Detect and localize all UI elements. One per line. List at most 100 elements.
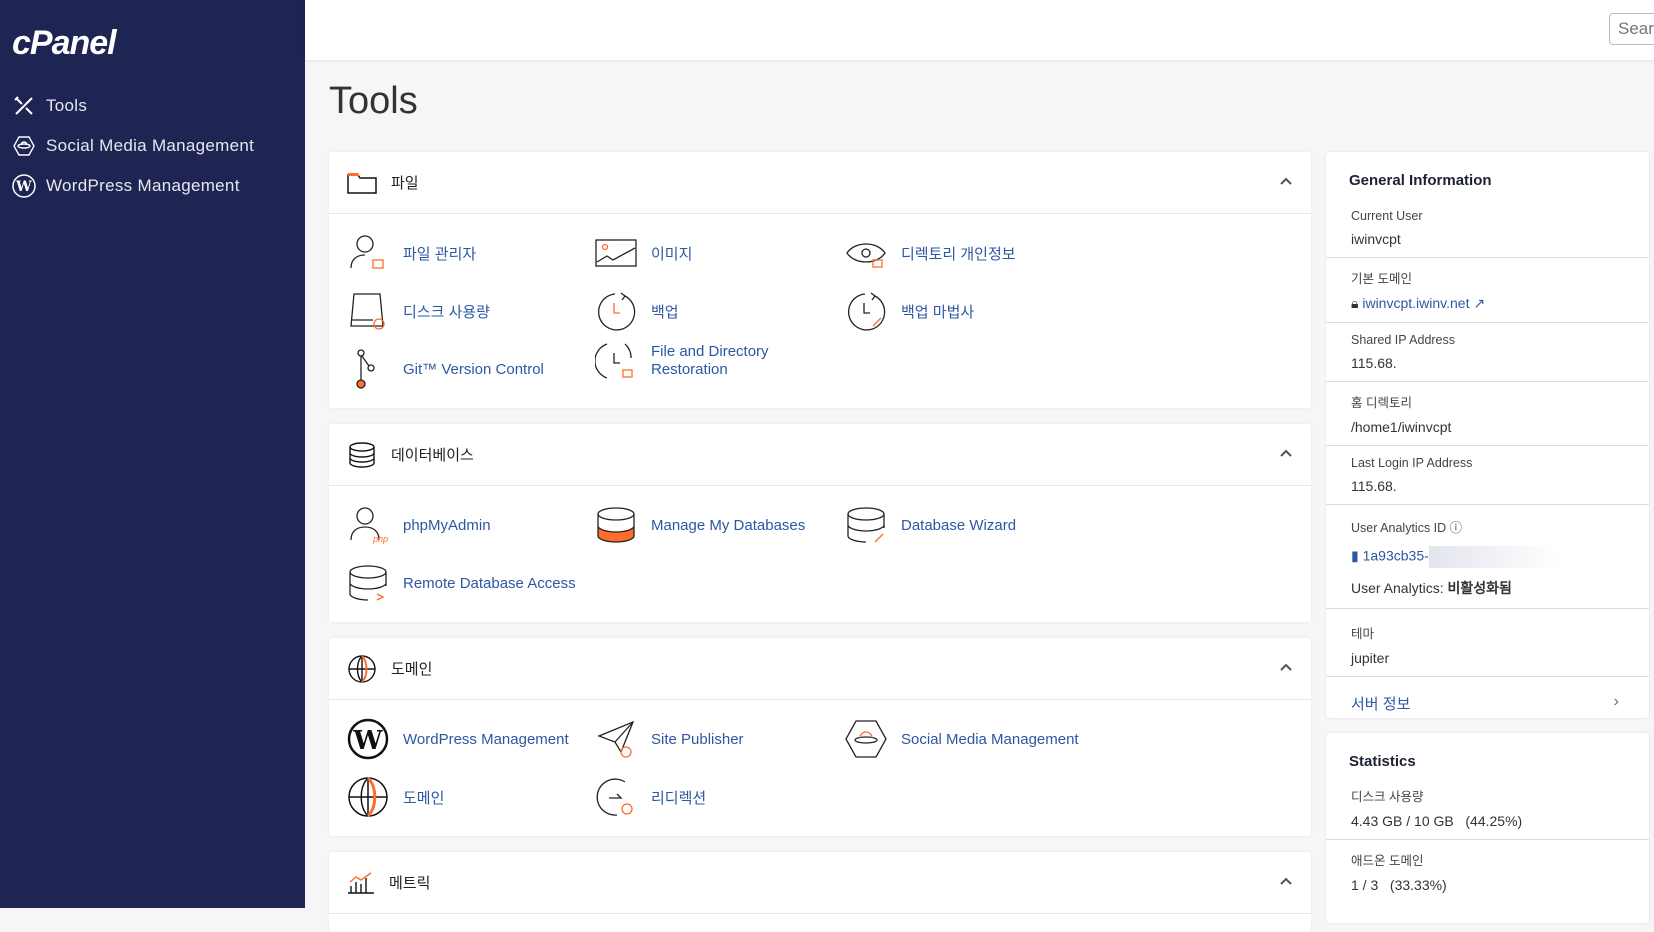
chevron-up-icon[interactable] <box>1279 174 1293 188</box>
database-icon <box>597 507 635 543</box>
section-title: 메트릭 <box>389 875 431 892</box>
tool-social-media[interactable]: Social Media Management <box>845 718 1079 760</box>
tool-directory-privacy[interactable]: 디렉토리 개인정보 <box>845 232 1016 274</box>
analytics-status: 비활성화됨 <box>1447 580 1512 596</box>
tool-label: Manage My Databases <box>651 516 806 534</box>
globe-icon <box>348 654 376 683</box>
server-info-label: 서버 정보 <box>1351 696 1411 713</box>
tool-database-wizard[interactable]: Database Wizard <box>845 504 1016 546</box>
tool-label: Remote Database Access <box>403 574 576 592</box>
primary-domain-label: 기본 도메인 <box>1351 272 1412 286</box>
tool-file-manager[interactable]: 파일 관리자 <box>347 232 476 274</box>
tool-wordpress-management[interactable]: W WordPress Management <box>347 718 569 760</box>
database-wizard-icon <box>847 507 885 543</box>
section-metrics: 메트릭 <box>329 852 1311 932</box>
file-manager-icon <box>350 235 384 269</box>
social-media-icon <box>13 136 35 156</box>
tool-images[interactable]: 이미지 <box>595 232 692 274</box>
section-header[interactable]: 메트릭 <box>329 852 1311 914</box>
external-link-icon[interactable]: ↗ <box>1473 295 1486 311</box>
tool-domains[interactable]: 도메인 <box>347 776 444 818</box>
backup-icon <box>597 292 636 331</box>
panel-title: General Information <box>1349 172 1492 189</box>
tool-label: WordPress Management <box>403 730 569 748</box>
section-files: 파일 파일 관리자 이미지 디렉토리 개인정보 디스크 사용량 백업 백업 마법… <box>329 152 1311 408</box>
search-input[interactable] <box>1609 13 1654 45</box>
tool-git[interactable]: Git™ Version Control <box>347 348 544 390</box>
disk-usage-label: 디스크 사용량 <box>1351 790 1424 804</box>
images-icon <box>595 239 637 267</box>
wordpress-icon: W <box>12 174 36 198</box>
tool-phpmyadmin[interactable]: php phpMyAdmin <box>347 504 491 546</box>
tool-label: File and Directory Restoration <box>651 343 769 378</box>
git-icon <box>356 349 375 389</box>
statistics-panel: Statistics 디스크 사용량 4.43 GB / 10 GB (44.25… <box>1326 733 1649 923</box>
sidebar-item-label: Tools <box>46 96 88 115</box>
last-login-ip-label: Last Login IP Address <box>1351 456 1473 470</box>
analytics-id-value[interactable]: 1a93cb35- <box>1362 547 1429 564</box>
chevron-up-icon[interactable] <box>1279 874 1293 888</box>
server-info-link[interactable]: 서버 정보 › <box>1326 677 1649 724</box>
phpmyadmin-icon: php <box>350 507 388 544</box>
section-title: 파일 <box>391 175 419 192</box>
tool-label: Database Wizard <box>901 516 1017 534</box>
tool-label: 디렉토리 개인정보 <box>901 245 1016 263</box>
directory-privacy-icon <box>846 243 886 268</box>
tool-label: 리디렉션 <box>651 789 707 807</box>
metrics-icon <box>348 871 374 894</box>
wordpress-icon: W <box>347 718 389 760</box>
tool-label: 파일 관리자 <box>403 245 477 263</box>
tools-icon <box>14 96 33 115</box>
social-media-icon <box>845 720 887 758</box>
tool-label: Site Publisher <box>651 730 744 748</box>
tool-backup[interactable]: 백업 <box>595 290 679 332</box>
sidebar-item-social-media[interactable]: Social Media Management <box>12 134 254 158</box>
theme-value: jupiter <box>1351 650 1390 666</box>
last-login-ip-value: 115.68. <box>1351 478 1397 494</box>
tool-remote-database[interactable]: Remote Database Access <box>347 562 576 604</box>
tool-disk-usage[interactable]: 디스크 사용량 <box>347 290 490 332</box>
shared-ip-value: 115.68. <box>1351 355 1397 371</box>
panel-title: Statistics <box>1349 753 1416 770</box>
help-icon[interactable]: ⓘ <box>1449 521 1463 535</box>
tool-backup-wizard[interactable]: 백업 마법사 <box>845 290 974 332</box>
sidebar-item-tools[interactable]: Tools <box>12 94 87 118</box>
primary-domain-link[interactable]: iwinvcpt.iwinv.net <box>1362 295 1470 311</box>
current-user-value: iwinvcpt <box>1351 231 1401 247</box>
tool-redirects[interactable]: 리디렉션 <box>595 776 706 818</box>
section-domains: 도메인 W WordPress Management Site Publisher… <box>329 638 1311 836</box>
tool-label: 백업 마법사 <box>901 303 975 321</box>
database-icon <box>349 441 375 468</box>
svg-text:W: W <box>15 179 32 195</box>
tool-label: 디스크 사용량 <box>403 303 490 321</box>
top-bar <box>305 0 1654 60</box>
tool-label: 이미지 <box>651 245 693 263</box>
section-header[interactable]: 데이터베이스 <box>329 424 1311 486</box>
section-title: 데이터베이스 <box>391 447 474 464</box>
tool-manage-databases[interactable]: Manage My Databases <box>595 504 805 546</box>
sidebar-item-label: Social Media Management <box>46 136 255 155</box>
section-header[interactable]: 파일 <box>329 152 1311 214</box>
tool-label: 백업 <box>651 303 679 321</box>
tool-file-restoration[interactable]: File and Directory Restoration <box>595 340 795 382</box>
redirect-icon <box>596 778 633 816</box>
chevron-up-icon[interactable] <box>1279 446 1293 460</box>
cpanel-logo[interactable]: cPanel <box>12 24 117 62</box>
tool-label: Social Media Management <box>901 730 1079 748</box>
tool-site-publisher[interactable]: Site Publisher <box>595 718 744 760</box>
section-header[interactable]: 도메인 <box>329 638 1311 700</box>
sidebar: cPanel Tools Social Media Management W W… <box>0 0 305 908</box>
sidebar-item-wordpress[interactable]: W WordPress Management <box>12 174 240 198</box>
copy-icon[interactable]: ▮ <box>1351 547 1359 564</box>
lock-icon: 🔒︎ <box>1351 295 1359 311</box>
tool-label: phpMyAdmin <box>403 516 491 534</box>
addon-domains-value: 1 / 3 (33.33%) <box>1351 877 1447 893</box>
addon-domains-label: 애드온 도메인 <box>1351 854 1424 868</box>
analytics-id-label: User Analytics ID <box>1351 521 1447 535</box>
remote-database-icon <box>349 565 387 601</box>
chevron-up-icon[interactable] <box>1279 660 1293 674</box>
general-information-panel: General Information Current User iwinvcpt… <box>1326 152 1649 718</box>
backup-wizard-icon <box>847 292 886 331</box>
section-databases: 데이터베이스 php phpMyAdmin Manage My Databases… <box>329 424 1311 622</box>
site-publisher-icon <box>597 720 635 758</box>
